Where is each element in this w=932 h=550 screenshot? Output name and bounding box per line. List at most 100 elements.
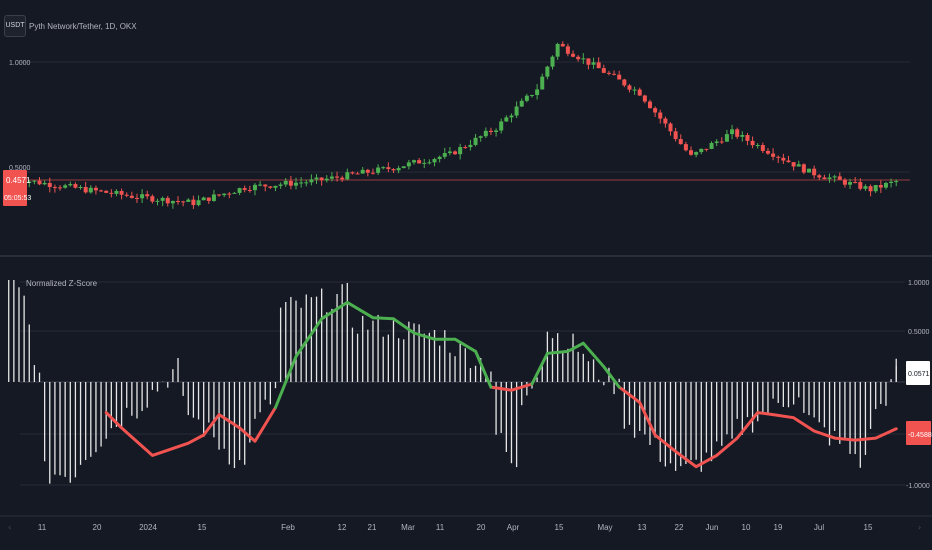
candle-body bbox=[294, 182, 299, 186]
candle-body bbox=[627, 85, 632, 90]
scroll-right-icon[interactable]: › bbox=[918, 523, 921, 532]
candle-body bbox=[653, 108, 658, 113]
candle-body bbox=[304, 182, 309, 184]
candle-body bbox=[689, 150, 694, 155]
candle-body bbox=[134, 197, 139, 199]
candle-body bbox=[555, 43, 560, 57]
candle-body bbox=[668, 123, 673, 132]
candle-body bbox=[88, 187, 93, 193]
time-axis[interactable]: 11 20 2024 15 Feb 12 21 Mar 11 20 Apr 15 May 13 22 Jun 1… bbox=[38, 523, 873, 532]
candle-body bbox=[704, 148, 709, 150]
time-axis-label: 15 bbox=[864, 523, 873, 532]
candle-body bbox=[422, 162, 427, 164]
candle-body bbox=[432, 159, 437, 163]
candle-body bbox=[622, 79, 627, 86]
candle-body bbox=[612, 73, 617, 75]
candle-body bbox=[160, 197, 165, 201]
candle-body bbox=[545, 66, 550, 77]
candle-body bbox=[227, 193, 232, 195]
candle-body bbox=[581, 58, 586, 60]
candle-body bbox=[535, 89, 540, 96]
time-axis-label: 20 bbox=[93, 523, 102, 532]
last-line-value-badge bbox=[906, 421, 931, 445]
candle-body bbox=[848, 182, 853, 185]
candle-body bbox=[576, 56, 581, 60]
last-line-value: -0.4588 bbox=[908, 432, 932, 439]
candle-body bbox=[832, 176, 837, 178]
time-axis-label: 21 bbox=[368, 523, 377, 532]
time-axis-label: May bbox=[597, 523, 612, 532]
time-axis-label: Jul bbox=[814, 523, 824, 532]
candle-body bbox=[119, 190, 124, 195]
candle-body bbox=[683, 144, 688, 151]
candle-body bbox=[663, 118, 668, 124]
candle-body bbox=[232, 192, 237, 194]
candle-body bbox=[786, 160, 791, 163]
candle-body bbox=[858, 182, 863, 189]
candle-body bbox=[560, 43, 565, 47]
candle-body bbox=[504, 117, 509, 122]
candle-body bbox=[242, 188, 247, 190]
candle-body bbox=[437, 156, 442, 160]
candle-body bbox=[252, 184, 257, 191]
candle-body bbox=[365, 169, 370, 173]
candle-body bbox=[360, 169, 365, 174]
candle-body bbox=[463, 147, 468, 149]
indicator-title[interactable]: Normalized Z-Score bbox=[26, 279, 98, 288]
candle-body bbox=[509, 115, 514, 118]
candle-body bbox=[883, 182, 888, 188]
candle-body bbox=[99, 190, 104, 192]
current-price-value: 0.4571 bbox=[6, 176, 31, 185]
candle-body bbox=[52, 187, 57, 189]
candle-body bbox=[217, 194, 222, 196]
candle-body bbox=[355, 173, 360, 175]
candle-body bbox=[196, 200, 201, 206]
candle-body bbox=[191, 199, 196, 206]
candle-body bbox=[165, 197, 170, 204]
candle-body bbox=[381, 167, 386, 169]
time-axis-label: 13 bbox=[638, 523, 647, 532]
candle-body bbox=[37, 180, 42, 185]
candle-body bbox=[391, 169, 396, 171]
time-axis-label: Apr bbox=[507, 523, 520, 532]
candle-body bbox=[27, 181, 32, 183]
candle-body bbox=[181, 201, 186, 203]
candle-countdown: 05:05:53 bbox=[4, 195, 31, 202]
candle-body bbox=[473, 137, 478, 145]
time-axis-label: 11 bbox=[38, 523, 47, 532]
candle-body bbox=[468, 144, 473, 148]
candle-body bbox=[730, 129, 735, 135]
candle-body bbox=[776, 156, 781, 158]
candle-body bbox=[694, 152, 699, 155]
candle-body bbox=[745, 135, 750, 141]
time-axis-label: 15 bbox=[198, 523, 207, 532]
candle-body bbox=[73, 184, 78, 188]
price-tick-05: 0.5000 bbox=[9, 165, 31, 172]
candle-body bbox=[550, 56, 555, 67]
symbol-title[interactable]: Pyth Network/Tether, 1D, OKX bbox=[29, 22, 137, 31]
candle-body bbox=[299, 182, 304, 184]
candle-body bbox=[319, 177, 324, 181]
candle-body bbox=[637, 89, 642, 96]
candle-body bbox=[853, 182, 858, 184]
candle-body bbox=[206, 197, 211, 201]
time-axis-label: Feb bbox=[281, 523, 295, 532]
candle-body bbox=[447, 151, 452, 154]
candle-body bbox=[878, 184, 883, 188]
candle-body bbox=[58, 187, 63, 189]
candle-body bbox=[309, 179, 314, 183]
symbol-logo-icon[interactable]: USDT bbox=[4, 15, 26, 37]
candle-body bbox=[735, 129, 740, 137]
candle-body bbox=[140, 194, 145, 199]
candle-body bbox=[340, 177, 345, 180]
candle-body bbox=[760, 145, 765, 151]
candle-body bbox=[647, 101, 652, 109]
candle-body bbox=[155, 200, 160, 202]
price-tick-1: 1.0000 bbox=[9, 60, 31, 67]
candle-body bbox=[606, 72, 611, 74]
candle-body bbox=[873, 184, 878, 192]
last-bar-value: 0.0571 bbox=[908, 371, 930, 378]
candle-body bbox=[63, 185, 68, 188]
scroll-left-icon[interactable]: ‹ bbox=[8, 523, 11, 532]
candle-body bbox=[211, 194, 216, 201]
